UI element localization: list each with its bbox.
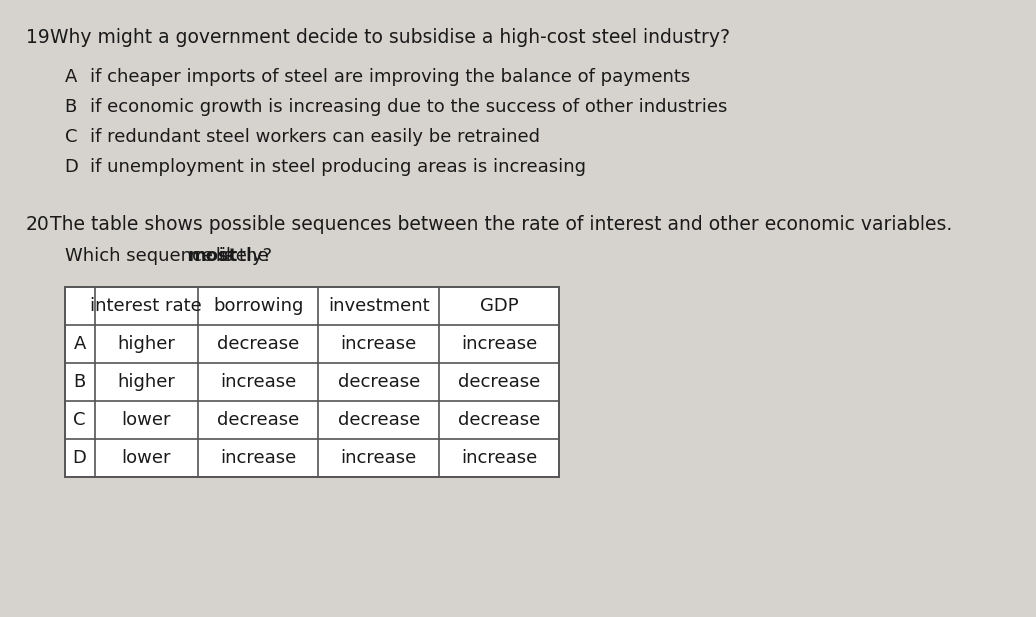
Text: B: B xyxy=(64,98,77,116)
Text: higher: higher xyxy=(117,335,175,353)
Text: likely?: likely? xyxy=(210,247,272,265)
Text: Which sequence is the: Which sequence is the xyxy=(64,247,274,265)
Text: lower: lower xyxy=(121,449,171,467)
Text: if unemployment in steel producing areas is increasing: if unemployment in steel producing areas… xyxy=(90,158,586,176)
Text: decrease: decrease xyxy=(458,373,541,391)
Text: B: B xyxy=(74,373,86,391)
Text: interest rate: interest rate xyxy=(90,297,202,315)
Text: A: A xyxy=(64,68,77,86)
Text: increase: increase xyxy=(461,449,538,467)
Text: increase: increase xyxy=(220,449,296,467)
Text: decrease: decrease xyxy=(338,411,420,429)
Text: decrease: decrease xyxy=(338,373,420,391)
Text: higher: higher xyxy=(117,373,175,391)
Text: 19: 19 xyxy=(26,28,50,47)
Text: investment: investment xyxy=(328,297,430,315)
Text: increase: increase xyxy=(341,449,416,467)
Text: if redundant steel workers can easily be retrained: if redundant steel workers can easily be… xyxy=(90,128,541,146)
Text: Why might a government decide to subsidise a high-cost steel industry?: Why might a government decide to subsidi… xyxy=(50,28,730,47)
Text: decrease: decrease xyxy=(218,335,299,353)
Text: C: C xyxy=(64,128,77,146)
Text: D: D xyxy=(64,158,79,176)
Text: A: A xyxy=(74,335,86,353)
Text: The table shows possible sequences between the rate of interest and other econom: The table shows possible sequences betwe… xyxy=(50,215,952,234)
Text: increase: increase xyxy=(461,335,538,353)
Text: increase: increase xyxy=(341,335,416,353)
Bar xyxy=(64,287,559,477)
Text: C: C xyxy=(74,411,86,429)
Text: GDP: GDP xyxy=(480,297,519,315)
Text: lower: lower xyxy=(121,411,171,429)
Text: decrease: decrease xyxy=(218,411,299,429)
Text: increase: increase xyxy=(220,373,296,391)
Text: 20: 20 xyxy=(26,215,50,234)
Text: if economic growth is increasing due to the success of other industries: if economic growth is increasing due to … xyxy=(90,98,727,116)
Text: most: most xyxy=(188,247,238,265)
Text: if cheaper imports of steel are improving the balance of payments: if cheaper imports of steel are improvin… xyxy=(90,68,691,86)
Text: decrease: decrease xyxy=(458,411,541,429)
Text: borrowing: borrowing xyxy=(213,297,304,315)
Text: D: D xyxy=(73,449,87,467)
